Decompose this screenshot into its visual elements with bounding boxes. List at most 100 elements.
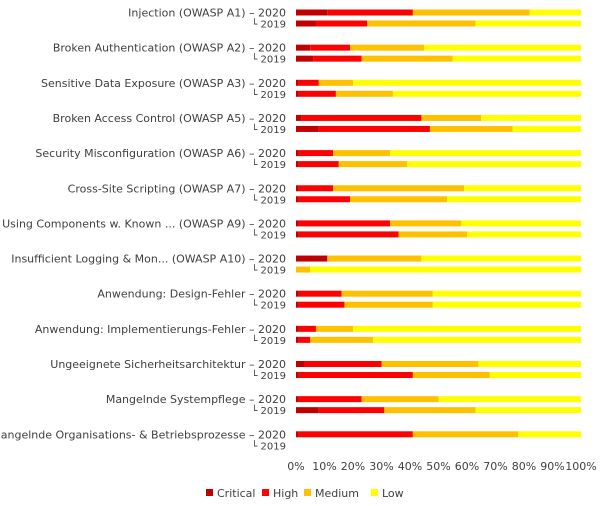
legend-label-medium: Medium — [315, 487, 359, 500]
year-label: └ 2019 — [251, 439, 286, 452]
bar-segment-high — [298, 301, 345, 308]
bar-segment-medium — [429, 125, 513, 132]
bar-segment-high — [298, 231, 399, 238]
x-tick-label: 60% — [455, 460, 479, 473]
bar-segment-medium — [412, 431, 519, 438]
bar-segment-critical — [296, 372, 299, 378]
bar-segment-medium — [350, 196, 448, 203]
bar-segment-critical — [296, 90, 299, 97]
bar-segment-high — [315, 20, 368, 27]
year-label: └ 2019 — [251, 228, 286, 241]
year-label: └ 2019 — [251, 299, 286, 312]
bar-segment-low — [407, 161, 581, 168]
x-tick-label: 50% — [426, 460, 450, 473]
bar-segment-medium — [344, 301, 433, 308]
category-label: Broken Access Control (OWASP A5) – 2020 — [53, 112, 286, 125]
bar-segment-low — [489, 372, 581, 378]
bar-segment-low — [475, 20, 581, 27]
legend-swatch-medium — [304, 489, 311, 496]
category-label: Ungeeignete Sicherheitsarchitektur – 202… — [50, 358, 286, 371]
year-label: └ 2019 — [251, 158, 286, 171]
x-tick-label: 100% — [565, 460, 596, 473]
bar-segment-high — [318, 125, 430, 132]
year-label: └ 2019 — [251, 53, 286, 66]
category-label: Mangelnde Organisations- & Betriebsproze… — [0, 428, 286, 441]
bar-segment-critical — [296, 325, 299, 332]
bar-segment-low — [481, 114, 581, 121]
bar-segment-low — [464, 185, 581, 192]
bar-segment-medium — [335, 90, 393, 97]
bar-segment-high — [298, 372, 413, 378]
year-label: └ 2019 — [251, 88, 286, 101]
bar-segment-medium — [333, 185, 465, 192]
bar-segment-low — [452, 55, 581, 62]
category-labels: Injection (OWASP A1) – 2020└ 2019Broken … — [0, 7, 286, 453]
bar-segment-high — [310, 44, 351, 51]
category-label: Using Components w. Known ... (OWASP A9)… — [2, 217, 286, 230]
bar-segment-medium — [361, 396, 439, 403]
legend-swatch-high — [262, 489, 269, 496]
bar-segment-medium — [350, 44, 425, 51]
category-label: Broken Authentication (OWASP A2) – 2020 — [53, 42, 286, 55]
category-label: Anwendung: Design-Fehler – 2020 — [97, 288, 286, 301]
bar-segment-medium — [381, 361, 479, 367]
bar-segment-critical — [296, 9, 328, 16]
bar-segment-high — [298, 79, 319, 86]
bar-segment-critical — [296, 79, 299, 86]
bar-segment-high — [298, 325, 316, 332]
bar-segment-high — [298, 220, 391, 227]
bar-segment-critical — [296, 185, 299, 192]
bar-segment-medium — [398, 231, 467, 238]
legend-label-critical: Critical — [217, 487, 255, 500]
bar-segment-critical — [296, 150, 299, 157]
bar-segment-low — [461, 220, 581, 227]
bar-segment-medium — [412, 9, 530, 16]
bar-segment-low — [467, 231, 581, 238]
bar-segment-critical — [296, 114, 302, 121]
bar-segment-critical — [296, 431, 299, 438]
bar-segment-critical — [296, 407, 319, 414]
bar-segment-high — [298, 431, 413, 438]
year-label: └ 2019 — [251, 334, 286, 347]
bar-segment-low — [424, 44, 581, 51]
bar-segment-high — [298, 150, 334, 157]
bar-segment-critical — [296, 44, 311, 51]
category-label: Mangelnde Systempflege – 2020 — [106, 393, 286, 406]
bar-segment-medium — [338, 161, 408, 168]
bar-segment-medium — [333, 150, 391, 157]
bar-segment-medium — [421, 114, 482, 121]
bar-segment-low — [353, 79, 581, 86]
x-tick-label: 40% — [398, 460, 422, 473]
bar-segment-low — [529, 9, 581, 16]
bar-segment-low — [432, 290, 581, 297]
bar-segment-medium — [327, 255, 422, 262]
bar-segment-low — [390, 150, 581, 157]
bar-segment-medium — [390, 220, 462, 227]
bar-segment-high — [304, 361, 382, 367]
bar-segment-low — [475, 407, 581, 414]
x-tick-label: 0% — [287, 460, 304, 473]
bar-segment-high — [298, 396, 362, 403]
bar-segment-high — [301, 114, 422, 121]
x-tick-label: 90% — [540, 460, 564, 473]
bar-segment-critical — [296, 361, 305, 367]
bar-segment-low — [512, 125, 581, 132]
bar-segment-medium — [318, 79, 353, 86]
bar-segment-low — [518, 431, 581, 438]
bar-segment-critical — [296, 161, 299, 168]
bar-segment-critical — [296, 336, 299, 343]
bar-segment-critical — [296, 220, 299, 227]
bar-segment-critical — [296, 231, 299, 238]
category-label: Sensitive Data Exposure (OWASP A3) – 202… — [41, 77, 286, 90]
bar-segment-high — [298, 161, 339, 168]
bar-segment-high — [298, 185, 334, 192]
bar-segment-critical — [296, 396, 299, 403]
bar-segment-medium — [367, 20, 476, 27]
bar-segment-low — [432, 301, 581, 308]
legend-label-high: High — [273, 487, 298, 500]
x-tick-label: 80% — [512, 460, 536, 473]
bar-segment-low — [421, 255, 581, 262]
x-tick-label: 70% — [483, 460, 507, 473]
bar-segment-low — [353, 325, 581, 332]
